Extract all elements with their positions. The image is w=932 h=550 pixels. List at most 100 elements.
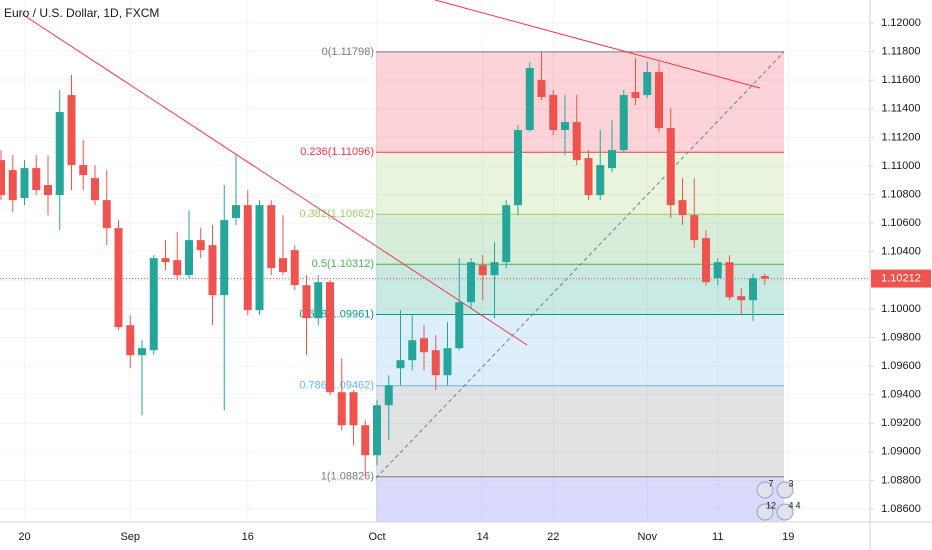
candle-body bbox=[478, 265, 487, 276]
candle-body bbox=[537, 80, 546, 98]
fib-label: 0.236(1.11096) bbox=[300, 146, 374, 158]
candle-body bbox=[420, 338, 428, 353]
event-badge bbox=[776, 481, 794, 499]
candle-body bbox=[8, 170, 17, 201]
candle-body bbox=[326, 282, 334, 393]
candle-body bbox=[302, 285, 311, 319]
event-count: 4 bbox=[788, 500, 793, 510]
candle-body bbox=[572, 122, 581, 161]
candle-body bbox=[467, 262, 475, 303]
candle-body bbox=[173, 260, 182, 276]
fib-label: 0.786(1.09462) bbox=[299, 380, 374, 392]
candle-body bbox=[443, 348, 452, 376]
fib-band bbox=[376, 152, 784, 215]
candle-body bbox=[161, 258, 170, 263]
y-tick-label: 1.10800 bbox=[881, 188, 921, 200]
candle-body bbox=[596, 165, 605, 196]
candle-body bbox=[126, 325, 135, 356]
fib-label: 1(1.08826) bbox=[321, 471, 374, 483]
candle-body bbox=[490, 262, 499, 276]
candle-body bbox=[584, 158, 593, 196]
y-tick-label: 1.10600 bbox=[881, 217, 921, 229]
y-tick-label: 1.11000 bbox=[882, 160, 921, 172]
x-tick-label: 11 bbox=[712, 531, 723, 543]
candle-body bbox=[349, 392, 358, 426]
event-badge bbox=[776, 503, 794, 521]
event-count: 12 bbox=[766, 500, 776, 510]
candles-layer bbox=[0, 51, 870, 477]
candle-body bbox=[666, 128, 675, 206]
last-price-label: 1.10212 bbox=[881, 272, 921, 284]
candle-body bbox=[455, 302, 464, 349]
x-tick-label: Oct bbox=[368, 531, 385, 543]
last-price-tag bbox=[871, 269, 931, 288]
candle-body bbox=[678, 200, 687, 216]
fib-band bbox=[376, 385, 784, 477]
y-tick-label: 1.08800 bbox=[881, 474, 921, 486]
candle-body bbox=[631, 92, 640, 99]
event-count: 3 bbox=[788, 478, 793, 488]
chart-title: Euro / U.S. Dollar, 1D, FXCM bbox=[4, 6, 159, 20]
event-count: 7 bbox=[768, 478, 773, 488]
candle-body bbox=[255, 205, 264, 311]
candle-body bbox=[514, 130, 522, 206]
event-badge bbox=[756, 503, 774, 521]
x-tick-label: Sep bbox=[120, 531, 140, 543]
y-tick-label: 1.09000 bbox=[881, 446, 921, 458]
candle-body bbox=[713, 262, 722, 279]
candle-body bbox=[408, 340, 417, 361]
candle-body bbox=[267, 205, 276, 269]
candle-body bbox=[67, 95, 76, 166]
fib-label: 0.382(1.10662) bbox=[299, 208, 374, 220]
candle-body bbox=[55, 112, 64, 196]
candle-body bbox=[643, 72, 652, 96]
candle-body bbox=[232, 205, 240, 219]
candle-body bbox=[44, 185, 52, 196]
y-tick-label: 1.11800 bbox=[882, 46, 921, 58]
x-tick-label: Nov bbox=[637, 531, 657, 543]
candle-body bbox=[396, 360, 405, 369]
fib-trend-line bbox=[375, 51, 785, 479]
x-tick-label: 20 bbox=[18, 531, 30, 543]
candle-body bbox=[561, 122, 569, 131]
candle-body bbox=[208, 245, 217, 296]
candle-body bbox=[502, 205, 511, 263]
y-tick-label: 1.09800 bbox=[881, 331, 921, 343]
fib-label: 0.5(1.10312) bbox=[312, 258, 374, 270]
trend-line bbox=[434, 0, 761, 89]
candle-body bbox=[196, 240, 205, 251]
y-tick-label: 1.12000 bbox=[881, 17, 921, 29]
candle-body bbox=[337, 392, 346, 426]
axes-layer: 1.12000 1.11800 1.11600 1.11400 1.11200 1.110… bbox=[18, 17, 931, 543]
candle-body bbox=[220, 220, 229, 296]
y-tick-label: 1.10400 bbox=[881, 246, 921, 258]
candle-body bbox=[185, 240, 193, 276]
candle-body bbox=[525, 68, 534, 131]
candle-body bbox=[431, 350, 440, 376]
candle-body bbox=[760, 276, 769, 279]
fib-layer: 0(1.11798) 0.236(1.11096) 0.382(1.10662) 0.… bbox=[299, 46, 784, 522]
x-tick-label: 19 bbox=[782, 531, 794, 543]
candle-body bbox=[149, 258, 158, 351]
fib-band bbox=[376, 264, 784, 315]
candle-body bbox=[690, 215, 699, 241]
candle-body bbox=[384, 385, 393, 406]
candle-body bbox=[725, 262, 734, 298]
candle-body bbox=[0, 160, 5, 196]
candle-body bbox=[655, 72, 663, 129]
candle-body bbox=[279, 258, 287, 273]
candle-body bbox=[314, 282, 323, 319]
candle-body bbox=[114, 228, 123, 328]
candle-body bbox=[290, 250, 299, 286]
candle-body bbox=[79, 165, 88, 176]
y-tick-label: 1.11200 bbox=[882, 131, 921, 143]
candle-body bbox=[20, 168, 29, 199]
x-tick-label: 16 bbox=[242, 531, 254, 543]
y-tick-label: 1.09200 bbox=[881, 417, 921, 429]
candle-body bbox=[102, 200, 111, 229]
candle-body bbox=[373, 405, 381, 456]
fib-label: 0(1.11798) bbox=[322, 46, 374, 58]
candle-body bbox=[702, 238, 710, 283]
x-tick-label: 22 bbox=[547, 531, 559, 543]
